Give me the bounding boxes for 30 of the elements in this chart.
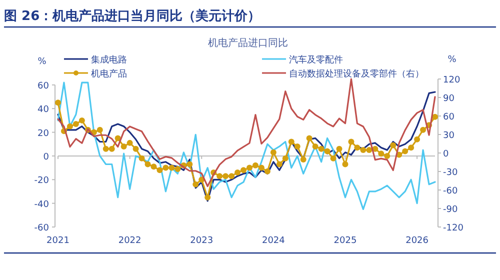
x-tick-label: 2026 [406, 236, 429, 246]
y-tick-label: 40 [38, 105, 50, 116]
y2-tick-label: 30 [443, 131, 455, 141]
y2-tick-label: 0 [443, 150, 449, 160]
x-tick-label: 2024 [262, 236, 286, 246]
y2-axis-title: % [448, 55, 457, 65]
y2-tick-label: -30 [443, 168, 458, 178]
y-tick-label: 20 [38, 128, 50, 139]
legend-label: 集成电路 [91, 54, 127, 66]
y2-tick-label: 60 [443, 112, 455, 122]
chart-title: 图 26：机电产品进口当月同比（美元计价） [4, 8, 261, 24]
y-tick-label: -20 [34, 176, 50, 186]
chart-subtitle: 机电产品进口同比 [208, 37, 288, 49]
x-tick-label: 2023 [190, 236, 214, 246]
x-tick-label: 2021 [46, 236, 70, 246]
y-axis-title: % [38, 57, 47, 67]
legend-label: 自动数据处理设备及零部件（右） [289, 68, 424, 80]
y-tick-label: -60 [34, 224, 50, 234]
legend-label: 汽车及零配件 [289, 54, 343, 66]
x-tick-label: 2022 [118, 236, 142, 246]
y2-tick-label: 90 [443, 94, 455, 104]
y2-tick-label: 120 [443, 76, 460, 86]
y2-tick-label: -60 [443, 186, 458, 196]
legend-label: 机电产品 [91, 68, 127, 80]
x-tick-label: 2025 [334, 236, 357, 246]
y-tick-label: -40 [34, 200, 50, 210]
y-tick-label: 0 [43, 152, 50, 162]
y2-tick-label: -120 [443, 224, 464, 234]
y2-tick-label: -90 [443, 205, 458, 215]
y-tick-label: 60 [38, 81, 50, 92]
